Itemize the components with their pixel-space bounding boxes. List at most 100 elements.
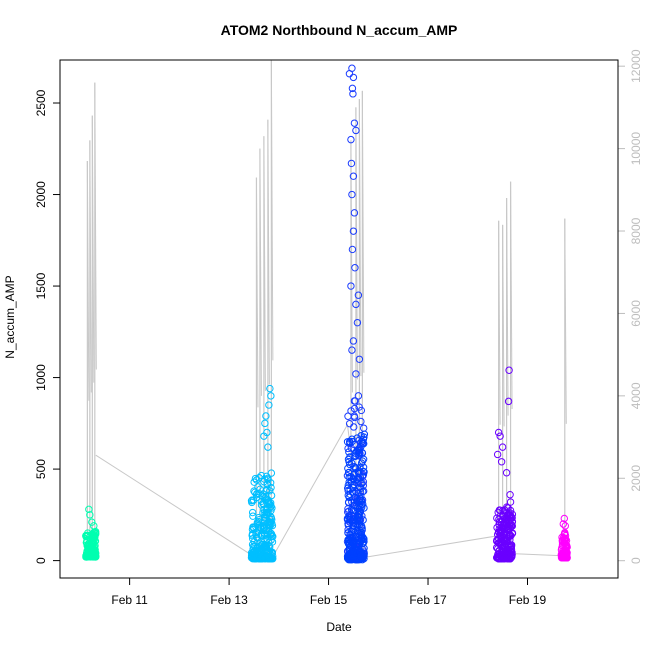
line-series-spike (86, 160, 90, 401)
y2-tick-label: 12000 (629, 49, 643, 83)
data-point (347, 407, 355, 415)
data-point-outlier (348, 84, 357, 93)
data-point (352, 448, 361, 456)
data-point-outlier (561, 522, 569, 530)
data-point (357, 500, 366, 509)
data-point (498, 541, 506, 550)
data-point-outlier (352, 126, 360, 135)
axes-layer: Feb 11 Feb 13 Feb 15 Feb 17 Feb 19 0 500 1000 15… (34, 49, 643, 607)
data-point-outlier (498, 443, 507, 451)
data-point (561, 549, 569, 557)
data-point (248, 498, 256, 507)
data-point-outlier (85, 505, 93, 514)
data-point (348, 437, 356, 446)
data-point (360, 468, 368, 476)
data-point (353, 434, 361, 442)
line-series-spike (270, 59, 274, 361)
data-point-outlier (353, 318, 362, 327)
line-series-spike (94, 82, 97, 370)
data-point (359, 424, 368, 432)
y-tick-label: 1500 (34, 272, 48, 299)
data-point (264, 499, 273, 507)
data-point (267, 469, 276, 477)
x-tick-label: Feb 19 (509, 593, 547, 607)
data-point-outlier (354, 392, 363, 400)
data-point (500, 520, 509, 528)
plot-frame (59, 59, 619, 579)
line-series-spike (361, 90, 365, 373)
data-point (345, 468, 353, 477)
data-point (345, 419, 354, 428)
data-point (348, 435, 356, 443)
data-point (347, 549, 355, 557)
data-point (359, 455, 368, 463)
data-point (495, 515, 503, 523)
data-point (344, 481, 353, 490)
line-series-spike (91, 115, 95, 383)
data-point (357, 552, 365, 561)
data-point (500, 530, 509, 538)
data-point-outlier (349, 337, 358, 345)
data-point (360, 544, 368, 552)
data-point (266, 531, 275, 539)
data-point-outlier (349, 90, 357, 98)
data-point (503, 511, 512, 520)
data-point-outlier (505, 366, 513, 374)
y2-tick-label: 2000 (629, 465, 643, 492)
data-point (355, 508, 363, 516)
data-point-outlier (347, 159, 356, 168)
line-series-spike (564, 218, 567, 424)
data-point (351, 451, 360, 460)
x-tick-label: Feb 15 (310, 593, 348, 607)
data-point-outlier (560, 514, 568, 523)
data-point (260, 543, 268, 551)
data-point-outlier (357, 417, 365, 426)
line-series-spike (259, 148, 262, 396)
data-point (248, 531, 256, 540)
data-point (497, 537, 505, 546)
data-point (359, 487, 367, 496)
data-point (350, 397, 359, 405)
data-point (357, 535, 365, 543)
data-point (251, 542, 259, 550)
data-point-outlier (347, 282, 355, 290)
y2-tick-label: 4000 (629, 382, 643, 409)
line-series-spike (263, 136, 266, 391)
data-point-outlier (90, 522, 98, 530)
data-point (360, 430, 369, 438)
data-point (507, 513, 516, 521)
data-point (88, 543, 97, 552)
data-point (248, 540, 257, 549)
data-point-outlier (348, 346, 356, 354)
x-tick-label: Feb 13 (210, 593, 248, 607)
data-point (503, 546, 512, 555)
data-point (264, 530, 272, 539)
points-layer (82, 64, 571, 564)
data-point-outlier (266, 384, 274, 393)
data-point (498, 511, 507, 520)
data-point (248, 508, 257, 517)
data-point-outlier (349, 227, 358, 235)
y2-tick-label: 10000 (629, 132, 643, 166)
chart-title: ATOM2 Northbound N_accum_AMP (221, 22, 458, 38)
data-point (264, 509, 272, 518)
data-point (344, 464, 352, 473)
data-point-outlier (348, 245, 357, 254)
x-axis-label: Date (326, 620, 352, 634)
data-point-outlier (559, 520, 567, 528)
data-point-outlier (263, 428, 271, 437)
data-point-outlier (267, 392, 275, 400)
data-point (350, 412, 359, 420)
data-point-outlier (261, 419, 269, 428)
data-point-outlier (506, 498, 515, 506)
data-point (256, 552, 264, 561)
data-point-outlier (350, 209, 359, 217)
data-point-outlier (349, 73, 358, 82)
data-point (508, 521, 516, 529)
data-point (268, 519, 276, 528)
line-series-spike (355, 107, 358, 380)
data-point-outlier (252, 491, 261, 499)
data-point (493, 536, 501, 544)
data-point-outlier (355, 355, 364, 363)
data-point-outlier (493, 450, 502, 459)
